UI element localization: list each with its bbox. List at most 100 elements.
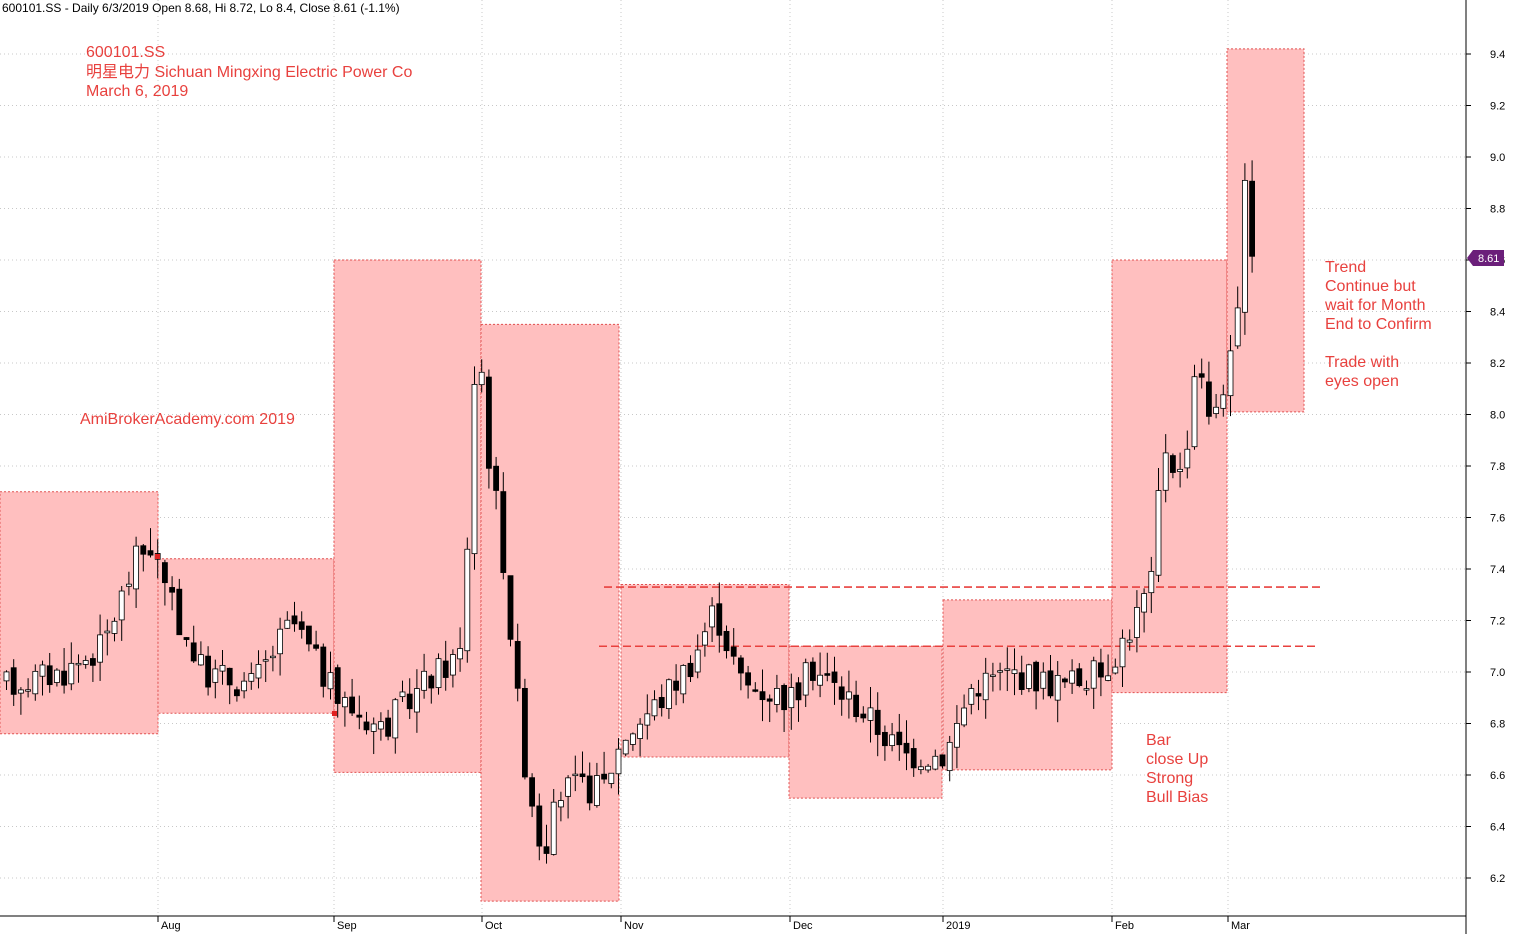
candle-down — [939, 754, 946, 767]
candle-up — [997, 670, 1003, 673]
candle-up — [925, 765, 931, 771]
candle-up — [370, 723, 377, 732]
ticker-title: 600101.SS — [86, 44, 165, 61]
candle-up — [1242, 179, 1248, 313]
bar-line-2: close Up — [1146, 751, 1208, 768]
candle-up — [1026, 664, 1032, 689]
candle-down — [536, 805, 543, 847]
candle-up — [54, 669, 60, 683]
candle-up — [615, 748, 622, 775]
candle-up — [255, 664, 262, 679]
candle-down — [745, 672, 751, 686]
candle-down — [903, 742, 910, 754]
candle-up — [284, 619, 291, 629]
candle-up — [478, 371, 485, 386]
candle-up — [1184, 448, 1191, 469]
candle-up — [550, 801, 557, 855]
candle-up — [946, 741, 953, 772]
candle-up — [104, 630, 111, 634]
candle-down — [838, 686, 845, 700]
candle-up — [702, 631, 708, 646]
candle-down — [233, 689, 240, 697]
signal-marker — [332, 711, 337, 716]
candle-down — [896, 731, 903, 746]
candle-up — [990, 674, 996, 677]
candle-up — [666, 679, 672, 709]
candle-down — [586, 775, 593, 804]
candle-up — [565, 777, 571, 797]
candle-up — [241, 680, 248, 692]
candle-up — [277, 628, 284, 655]
candle-up — [421, 670, 428, 691]
candle-down — [716, 603, 723, 636]
candle-down — [673, 680, 679, 691]
last-price-label: 8.61 — [1478, 253, 1499, 265]
candle-up — [1155, 490, 1162, 576]
candle-up — [248, 673, 255, 682]
candle-down — [140, 545, 147, 555]
candle-up — [867, 707, 874, 721]
chart-header: 600101.SS - Daily 6/3/2019 Open 8.68, Hi… — [2, 1, 400, 15]
candle-down — [529, 777, 535, 807]
candle-down — [161, 562, 168, 584]
candle-up — [17, 689, 24, 694]
candle-up — [399, 691, 406, 698]
candle-up — [1134, 607, 1140, 638]
candle-up — [1112, 666, 1119, 674]
candle-down — [313, 644, 320, 649]
monthly-range-box — [1226, 48, 1305, 413]
candle-up — [1213, 406, 1219, 414]
candle-up — [39, 664, 46, 677]
candle-up — [327, 672, 334, 690]
candle-down — [428, 675, 435, 689]
x-tick-label: 2019 — [946, 920, 970, 932]
x-tick-label: Nov — [624, 920, 644, 932]
candle-down — [543, 846, 550, 854]
y-tick-label: 9.0 — [1490, 152, 1505, 164]
trend-line-3: wait for Month — [1324, 297, 1425, 314]
candle-down — [1198, 373, 1205, 378]
y-tick-label: 8.8 — [1490, 204, 1505, 216]
trend-annotation: Trend Continue but wait for Month End to… — [1324, 259, 1432, 390]
candle-up — [1177, 468, 1183, 472]
candle-down — [349, 696, 356, 714]
candle-down — [305, 625, 312, 645]
candle-up — [817, 674, 823, 686]
candle-up — [1054, 675, 1061, 701]
candle-down — [738, 657, 744, 674]
candle-up — [435, 658, 442, 689]
candle-up — [932, 755, 939, 770]
y-tick-label: 8.4 — [1490, 307, 1505, 319]
candle-up — [32, 670, 39, 695]
candle-up — [219, 664, 226, 672]
candle-down — [1018, 672, 1025, 690]
candle-up — [968, 688, 975, 705]
candle-up — [709, 605, 715, 628]
candle-down — [882, 731, 888, 747]
candle-up — [1141, 593, 1147, 613]
candle-down — [975, 693, 982, 697]
candle-up — [630, 733, 636, 745]
candle-down — [1249, 180, 1255, 257]
candle-up — [197, 654, 204, 666]
candle-up — [594, 775, 600, 806]
candle-up — [961, 707, 967, 726]
y-tick-label: 6.8 — [1490, 719, 1505, 731]
candle-down — [723, 630, 730, 652]
candle-down — [766, 698, 773, 702]
candle-up — [377, 721, 384, 730]
candle-up — [954, 723, 960, 748]
candle-up — [1220, 394, 1227, 409]
candle-down — [190, 642, 197, 662]
candle-down — [687, 662, 694, 678]
candle-up — [651, 699, 658, 717]
candle-up — [1227, 350, 1234, 397]
candle-down — [147, 550, 154, 556]
candle-up — [1105, 675, 1111, 681]
candle-up — [608, 772, 615, 784]
candle-down — [795, 682, 802, 701]
candle-down — [1206, 381, 1212, 417]
candle-down — [46, 665, 53, 686]
candle-up — [1069, 670, 1075, 684]
candle-down — [500, 491, 507, 573]
